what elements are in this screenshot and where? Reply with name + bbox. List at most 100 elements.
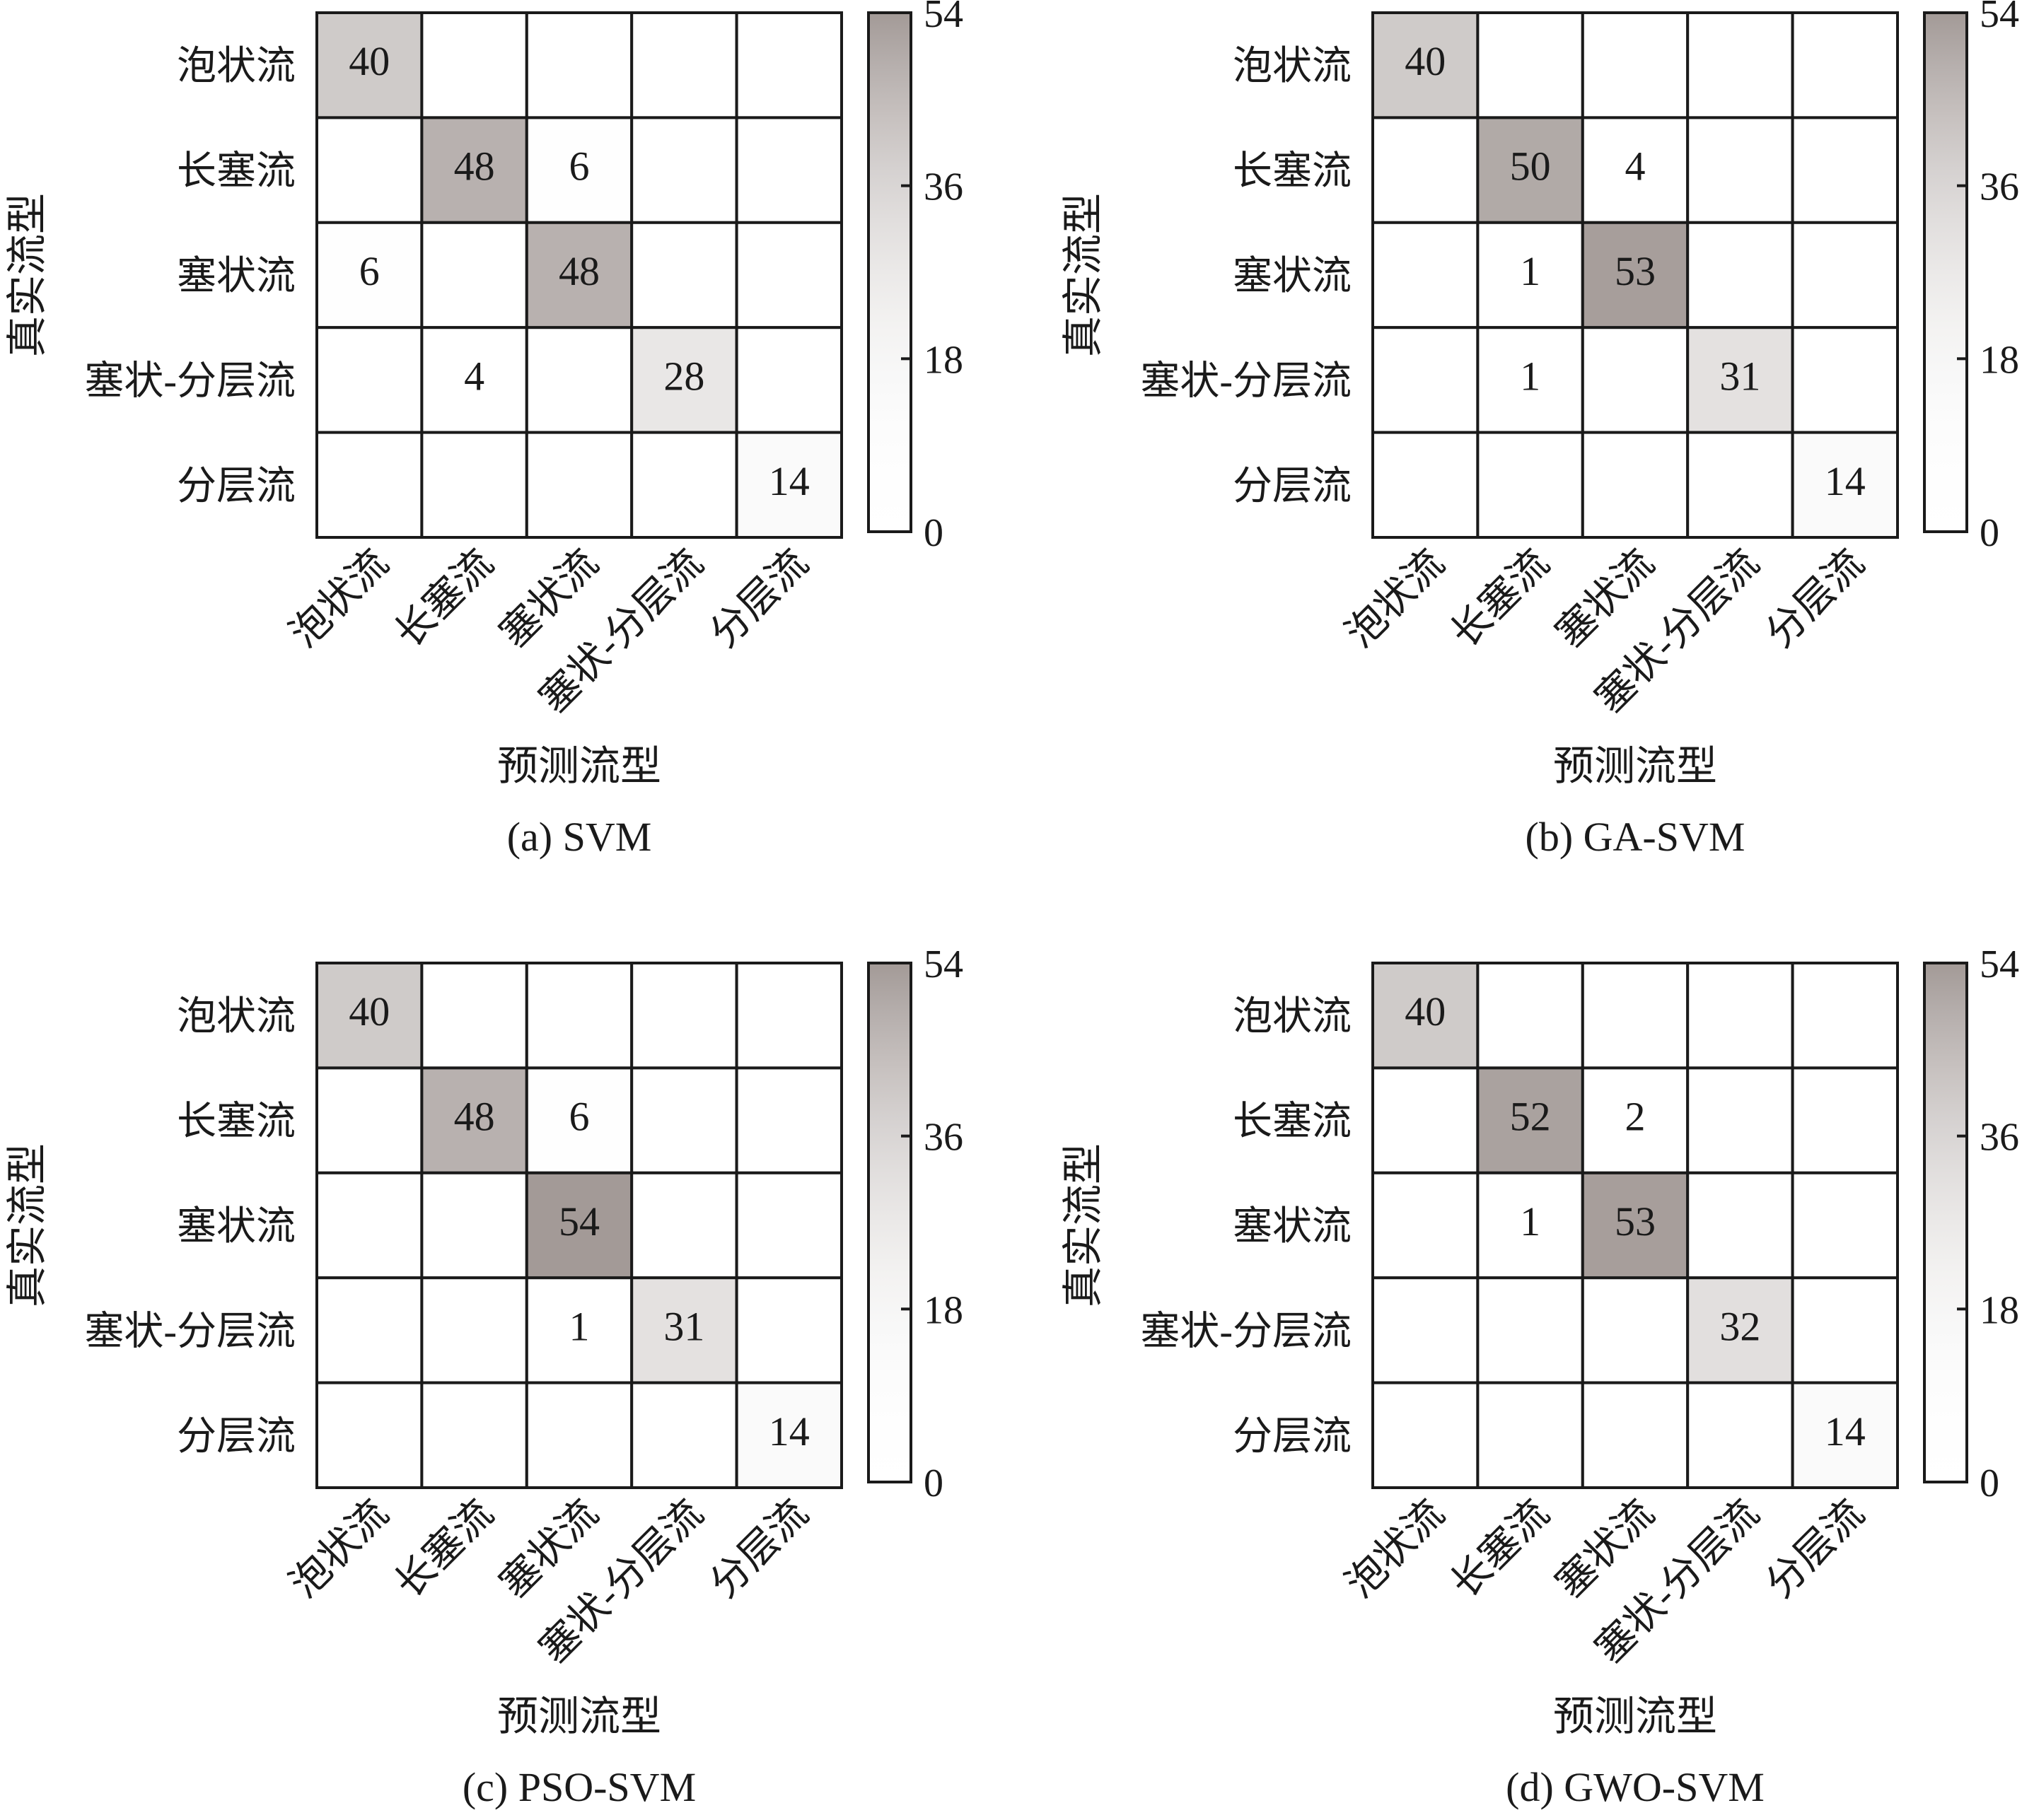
colorbar-tick-label: 54 xyxy=(924,0,963,36)
heatmap-cell xyxy=(1791,431,1900,539)
y-tick-label: 塞状-分层流 xyxy=(84,1309,296,1353)
x-tick-label: 分层流 xyxy=(702,541,817,656)
heatmap-cell xyxy=(1371,326,1480,434)
x-tick-label: 分层流 xyxy=(1757,541,1873,656)
cell-value-label: 54 xyxy=(559,1198,600,1244)
heatmap-cell xyxy=(315,1276,424,1384)
y-tick-label: 泡状流 xyxy=(177,45,296,88)
y-tick-label: 分层流 xyxy=(1233,1415,1352,1459)
cell-value-label: 40 xyxy=(349,38,390,84)
heatmap-cell xyxy=(735,1276,843,1384)
heatmap-cell xyxy=(630,11,738,119)
heatmap-cell xyxy=(525,326,634,434)
colorbar-tick-label: 54 xyxy=(1980,0,2019,36)
panel-caption: (c) PSO-SVM xyxy=(463,1764,696,1810)
x-tick-label: 分层流 xyxy=(1757,1491,1873,1606)
cell-value-label: 14 xyxy=(1825,1408,1866,1454)
y-tick-label: 分层流 xyxy=(177,465,296,508)
heatmap-cell xyxy=(630,431,738,539)
heatmap-cell xyxy=(1371,962,1480,1070)
cell-value-label: 14 xyxy=(1825,458,1866,504)
cell-value-label: 14 xyxy=(769,1408,810,1454)
heatmap-cell xyxy=(420,11,528,119)
y-tick-label: 泡状流 xyxy=(1233,995,1352,1039)
cell-value-label: 40 xyxy=(1405,38,1446,84)
cell-value-label: 40 xyxy=(1405,988,1446,1034)
panel-caption: (d) GWO-SVM xyxy=(1506,1764,1765,1810)
colorbar-tick-label: 0 xyxy=(1980,511,1999,555)
x-tick-label: 泡状流 xyxy=(1338,541,1453,656)
heatmap-cell xyxy=(630,1276,738,1384)
cell-value-label: 6 xyxy=(569,1094,590,1140)
colorbar-tick-label: 18 xyxy=(924,338,963,382)
heatmap-cell xyxy=(1476,11,1584,119)
x-tick-label: 分层流 xyxy=(702,1491,817,1606)
y-axis-label: 真实流型 xyxy=(4,1143,50,1307)
heatmap-cell xyxy=(1791,326,1900,434)
x-axis-label: 预测流型 xyxy=(497,1693,661,1739)
heatmap-cell xyxy=(1686,431,1794,539)
heatmap-cell xyxy=(630,221,738,329)
cell-value-label: 31 xyxy=(1719,353,1760,399)
colorbar-tick-label: 0 xyxy=(924,1462,943,1505)
x-tick-label: 泡状流 xyxy=(1338,1491,1453,1606)
y-axis-label: 真实流型 xyxy=(1060,193,1106,357)
heatmap-cell xyxy=(1371,1276,1480,1384)
heatmap-cell xyxy=(1371,431,1480,539)
colorbar-tick-label: 18 xyxy=(1980,1288,2019,1332)
heatmap-cell xyxy=(630,962,738,1070)
heatmap-cell xyxy=(315,11,424,119)
heatmap-cell xyxy=(1686,1066,1794,1174)
heatmap-cell xyxy=(1581,1276,1690,1384)
cell-value-label: 48 xyxy=(559,248,600,294)
y-tick-label: 泡状流 xyxy=(1233,45,1352,88)
cell-value-label: 1 xyxy=(1520,353,1540,399)
heatmap-cell xyxy=(1686,221,1794,329)
heatmap-cell xyxy=(1791,1066,1900,1174)
y-tick-label: 长塞流 xyxy=(1233,150,1352,194)
heatmap-cell xyxy=(1686,326,1794,434)
y-tick-label: 长塞流 xyxy=(177,1100,296,1144)
y-tick-label: 长塞流 xyxy=(1233,1100,1352,1144)
heatmap-cell xyxy=(735,326,843,434)
x-tick-label: 长塞流 xyxy=(387,1491,502,1606)
colorbar xyxy=(1923,11,1968,533)
panel-caption: (a) SVM xyxy=(507,814,652,860)
x-tick-label: 长塞流 xyxy=(387,541,502,656)
heatmap-cell xyxy=(315,1066,424,1174)
cell-value-label: 52 xyxy=(1510,1094,1551,1140)
heatmap-cell xyxy=(1476,431,1584,539)
heatmap-cell xyxy=(525,1381,634,1489)
x-axis-label: 预测流型 xyxy=(497,743,661,789)
heatmap-cell xyxy=(1476,1276,1584,1384)
heatmap-cell xyxy=(735,116,843,224)
y-tick-label: 长塞流 xyxy=(177,150,296,194)
heatmap-cell xyxy=(1686,116,1794,224)
heatmap-cell xyxy=(1581,431,1690,539)
cell-value-label: 4 xyxy=(464,353,484,399)
colorbar-tick-label: 0 xyxy=(924,511,943,555)
heatmap-cell xyxy=(525,11,634,119)
y-tick-label: 塞状-分层流 xyxy=(1140,1309,1352,1353)
x-axis-label: 预测流型 xyxy=(1553,743,1717,789)
cell-value-label: 28 xyxy=(663,353,704,399)
cell-value-label: 14 xyxy=(769,458,810,504)
heatmap-cell xyxy=(420,1066,528,1174)
heatmap-cell xyxy=(1371,1381,1480,1489)
y-axis-label: 真实流型 xyxy=(1060,1143,1106,1307)
cell-value-label: 48 xyxy=(454,144,495,189)
heatmap-cell xyxy=(1371,221,1480,329)
colorbar-tick-label: 36 xyxy=(1980,165,2019,209)
cell-value-label: 6 xyxy=(569,144,590,189)
y-tick-label: 塞状-分层流 xyxy=(1140,359,1352,403)
heatmap-cell xyxy=(1791,221,1900,329)
cell-value-label: 2 xyxy=(1625,1094,1646,1140)
cell-value-label: 48 xyxy=(454,1094,495,1140)
heatmap-cell xyxy=(1791,1276,1900,1384)
heatmap-cell xyxy=(1686,1171,1794,1280)
cell-value-label: 1 xyxy=(1520,1198,1540,1244)
heatmap-cell xyxy=(525,1171,634,1280)
colorbar-tick-label: 18 xyxy=(924,1288,963,1332)
cell-value-label: 1 xyxy=(569,1303,590,1349)
